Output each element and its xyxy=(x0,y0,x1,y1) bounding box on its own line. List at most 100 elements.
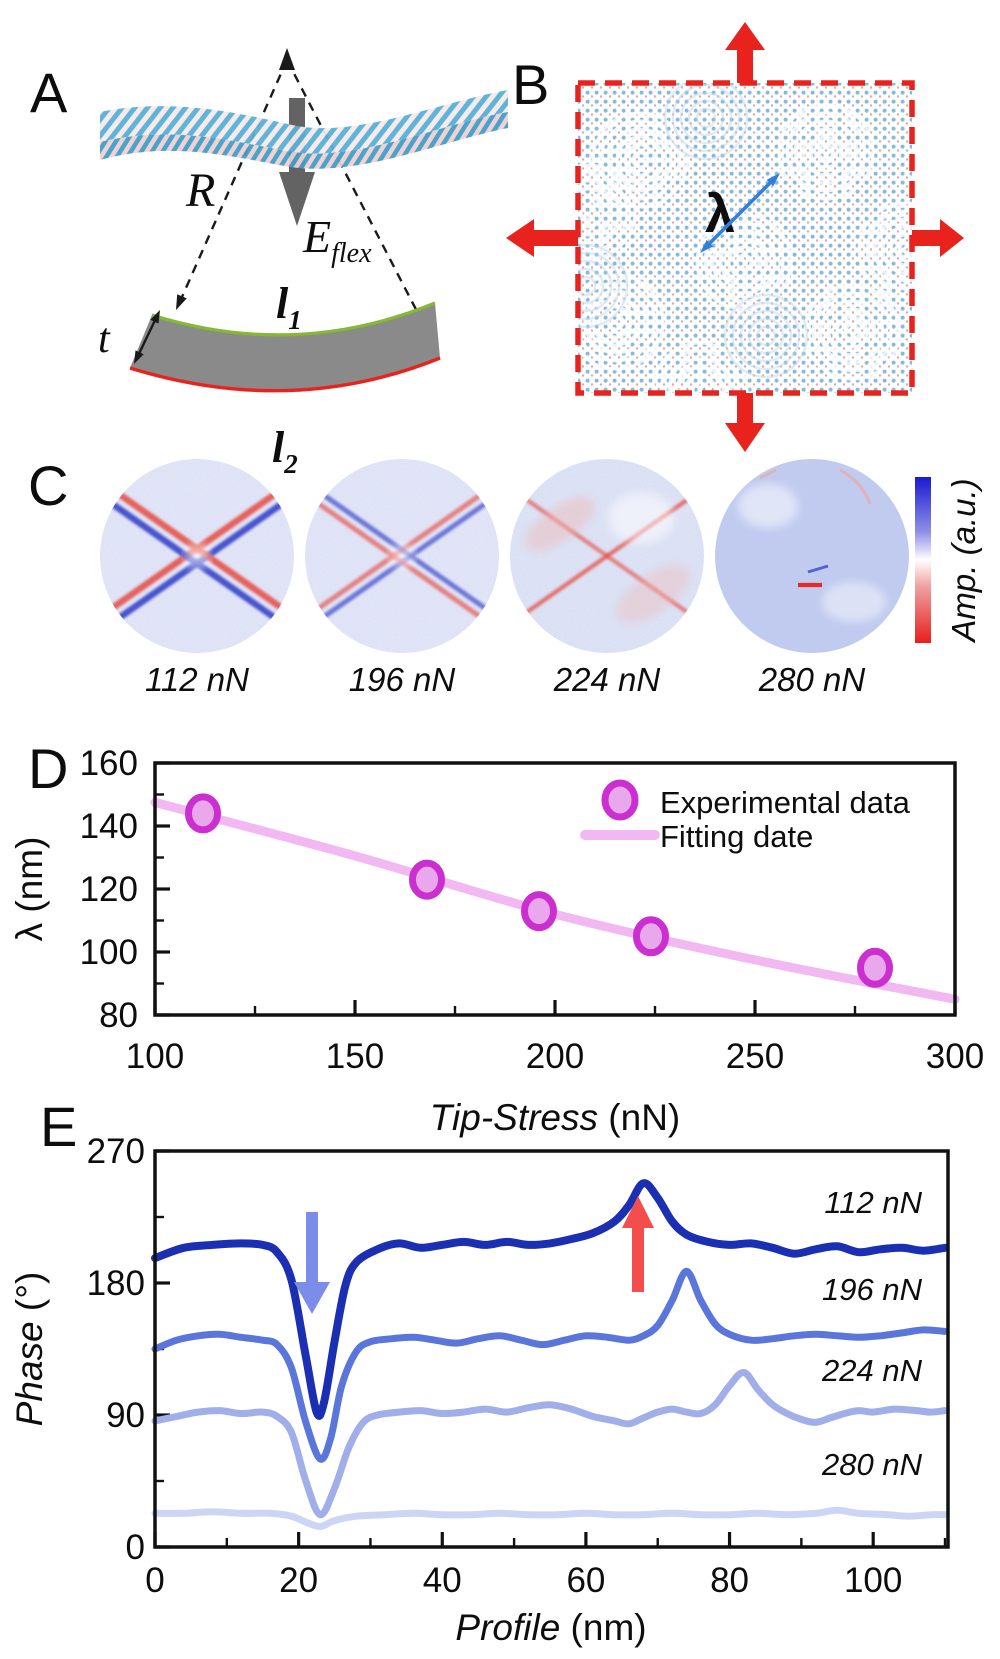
moire-ring xyxy=(683,373,717,393)
afm-image-196nN xyxy=(305,459,499,653)
data-point xyxy=(409,859,445,900)
x-tick-label: 100 xyxy=(126,1037,184,1076)
moire-ring xyxy=(659,349,741,393)
moire-ring xyxy=(578,243,629,329)
moire-ring xyxy=(881,225,912,275)
moire-ring xyxy=(809,135,843,169)
moire-ring xyxy=(663,83,749,161)
moire-ring xyxy=(578,259,613,313)
y-tick-label: 100 xyxy=(80,933,138,972)
thickness-label: t xyxy=(98,316,111,362)
legend-marker-experimental xyxy=(601,779,639,821)
moire-lattice xyxy=(578,83,912,393)
colorbar-label: Amp. (a.u.) xyxy=(945,478,982,643)
dip-arrow-blue xyxy=(294,1212,330,1314)
moire-ring xyxy=(691,381,709,393)
x-tick-label: 150 xyxy=(326,1037,384,1076)
radius-arrowhead-icon xyxy=(176,294,187,310)
tension-arrows xyxy=(506,22,964,452)
x-tick-label: 60 xyxy=(566,1561,605,1600)
force-label-112: 112 nN xyxy=(145,661,249,698)
moire-ring xyxy=(827,307,877,357)
moire-ring xyxy=(579,203,597,221)
moire-ring xyxy=(687,99,725,137)
legend-label-experimental: Experimental data xyxy=(660,785,911,820)
moire-ring xyxy=(631,151,649,169)
moire-ring xyxy=(785,111,867,193)
colorbar xyxy=(915,477,931,643)
curve-label-280: 280 nN xyxy=(821,1447,923,1482)
x-tick-label: 200 xyxy=(526,1037,584,1076)
legend-label-fit: Fitting date xyxy=(660,819,813,854)
membrane-bottom-layer xyxy=(100,112,508,169)
moire-ring xyxy=(801,127,851,177)
afm-center-spot xyxy=(389,543,415,569)
y-tick-label: 140 xyxy=(80,807,138,846)
afm-image-280nN xyxy=(715,459,909,653)
moire-ring xyxy=(819,299,885,365)
moire-ring xyxy=(703,221,785,303)
moire-ring xyxy=(607,127,673,193)
phase-curve-112nN xyxy=(151,1179,949,1420)
y-tick-label: 120 xyxy=(80,870,138,909)
y-tick-label: 0 xyxy=(126,1528,145,1567)
moire-ring xyxy=(615,135,665,185)
peak-arrow-red xyxy=(622,1196,654,1292)
force-label-280: 280 nN xyxy=(758,661,866,698)
y-tick-label: 270 xyxy=(87,1132,145,1171)
faint-red-arc xyxy=(839,468,872,505)
slab-top-edge xyxy=(151,301,436,337)
radius-label: R xyxy=(185,164,215,217)
data-point xyxy=(185,793,221,834)
moire-ring xyxy=(889,233,912,267)
wavelength-arrow xyxy=(700,173,780,253)
moire-ring xyxy=(793,119,859,185)
moire-ring xyxy=(599,305,633,339)
moire-ring xyxy=(599,119,681,201)
moire-ring xyxy=(817,143,835,161)
moire-ring xyxy=(578,267,605,305)
blue-center-dash xyxy=(807,564,829,574)
x-tick-label: 20 xyxy=(279,1561,318,1600)
data-point xyxy=(633,916,669,957)
moire-ring xyxy=(578,179,621,245)
y-tick-label: 180 xyxy=(87,1264,145,1303)
panel-e-xlabel: Profile (nm) xyxy=(455,1607,646,1648)
white-wedge xyxy=(822,582,886,622)
moire-ring xyxy=(607,313,625,331)
moire-ring xyxy=(811,291,893,373)
panel-e-frame xyxy=(153,1149,950,1549)
curve-label-196: 196 nN xyxy=(822,1272,923,1307)
phase-curve-224nN xyxy=(151,1369,949,1519)
radius-dashed-lines xyxy=(176,59,440,353)
data-point xyxy=(857,947,893,988)
x-tick-label: 40 xyxy=(423,1561,462,1600)
arc-bottom-label: l2 xyxy=(272,423,298,479)
y-tick-label: 160 xyxy=(80,744,138,783)
moire-ring xyxy=(667,357,733,393)
moire-ring xyxy=(857,201,912,299)
moire-ring xyxy=(873,217,912,283)
moire-ring xyxy=(578,281,657,363)
moire-ring xyxy=(731,301,801,371)
panel-c-afm-images: C 112 nN 196 nN 224 nN 280 nN Amp. (a.u.… xyxy=(28,454,982,698)
apex-arrowhead-icon xyxy=(279,48,295,70)
pink-wedge xyxy=(525,497,595,551)
moire-ring xyxy=(739,309,793,363)
moire-ring xyxy=(695,213,793,311)
x-tick-label: 300 xyxy=(926,1037,984,1076)
force-label-224: 224 nN xyxy=(553,661,661,698)
moire-ring xyxy=(695,107,717,129)
x-tick-label: 100 xyxy=(844,1561,902,1600)
phase-curve-196nN xyxy=(151,1267,949,1463)
moire-ring xyxy=(578,187,613,237)
flex-energy-label: Eflex xyxy=(302,211,372,269)
moire-ring xyxy=(591,111,689,209)
moire-ring xyxy=(735,253,753,271)
pink-wedge xyxy=(616,565,690,623)
y-tick-label: 80 xyxy=(99,996,138,1035)
slab-bottom-edge xyxy=(129,356,441,393)
moire-ring xyxy=(843,323,861,341)
